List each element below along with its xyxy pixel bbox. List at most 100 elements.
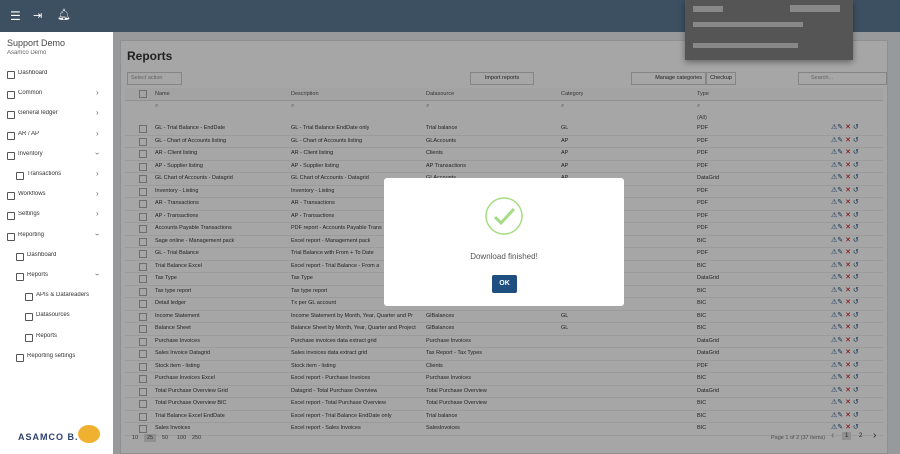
page-size[interactable]: 50	[162, 435, 169, 441]
nav-label[interactable]: Reports	[27, 272, 49, 278]
row-checkbox[interactable]	[139, 212, 147, 221]
nav-item[interactable]: APIs & Datareaders	[0, 290, 113, 304]
nav-label[interactable]: Transactions	[27, 171, 62, 177]
nav-label[interactable]: Inventory	[18, 150, 43, 157]
row-actions[interactable]: ⚠✎ ✕ ↺	[831, 399, 859, 406]
row-actions[interactable]: ⚠✎ ✕ ↺	[831, 124, 859, 131]
page-size[interactable]: 10	[132, 435, 139, 441]
row-checkbox[interactable]	[139, 375, 147, 383]
row-checkbox[interactable]	[139, 400, 147, 408]
row-actions[interactable]: ⚠✎ ✕ ↺	[831, 299, 859, 306]
row-actions[interactable]: ⚠✎ ✕ ↺	[831, 411, 859, 419]
row-actions[interactable]: ⚠✎ ✕ ↺	[831, 336, 859, 344]
row-checkbox[interactable]	[139, 300, 147, 308]
row-checkbox[interactable]	[139, 125, 147, 133]
row-actions[interactable]: ⚠✎ ✕ ↺	[831, 261, 859, 269]
row-checkbox[interactable]	[139, 187, 147, 196]
nav-item[interactable]: Reporting settings	[0, 351, 113, 365]
nav-item[interactable]: Dashboard	[0, 68, 113, 82]
row-actions[interactable]: ⚠✎ ✕ ↺	[831, 349, 859, 356]
nav-item[interactable]: General ledger ›	[0, 108, 113, 122]
row-actions[interactable]: ⚠✎ ✕ ↺	[831, 136, 859, 144]
row-actions[interactable]: ⚠✎ ✕ ↺	[831, 186, 859, 194]
row-checkbox[interactable]	[139, 275, 147, 283]
nav-label[interactable]: APIs & Datareaders	[36, 292, 90, 299]
nav-label[interactable]: Dashboard	[18, 70, 48, 76]
page-size[interactable]: 100	[177, 435, 187, 441]
row-actions[interactable]: ⚠✎ ✕ ↺	[831, 311, 859, 319]
row-checkbox[interactable]	[139, 287, 147, 296]
nav-label[interactable]: Common	[18, 90, 43, 97]
logout-icon[interactable]: ⇥	[33, 10, 43, 22]
row-checkbox[interactable]	[139, 162, 147, 171]
row-checkbox[interactable]	[139, 337, 147, 346]
row-checkbox[interactable]	[139, 362, 147, 371]
row-actions[interactable]: ⚠✎ ✕ ↺	[831, 324, 859, 331]
row-actions[interactable]: ⚠✎ ✕ ↺	[831, 174, 859, 181]
page-size[interactable]: 25	[144, 434, 157, 442]
row-checkbox[interactable]	[139, 312, 147, 321]
nav-label[interactable]: Reporting	[18, 231, 45, 238]
row-actions[interactable]: ⚠✎ ✕ ↺	[831, 361, 859, 369]
manage-categories[interactable]: Manage categories	[631, 72, 706, 85]
menu-icon[interactable]: ☰	[10, 9, 21, 23]
bell-icon[interactable]: 🔔︎	[57, 9, 71, 21]
nav-item[interactable]: AR / AP ›	[0, 129, 113, 143]
page-size[interactable]: 250	[192, 435, 202, 441]
select-action[interactable]: Select action	[127, 72, 182, 85]
row-actions[interactable]: ⚠✎ ✕ ↺	[831, 161, 859, 169]
checkup[interactable]: Checkup	[706, 72, 736, 85]
row-checkbox[interactable]	[139, 387, 147, 396]
column-header[interactable]: Name	[155, 91, 170, 97]
nav-item[interactable]: Dashboard	[0, 250, 113, 264]
nav-label[interactable]: Reporting settings	[27, 352, 76, 359]
row-actions[interactable]: ⚠✎ ✕ ↺	[831, 199, 859, 206]
nav-label[interactable]: Settings	[18, 211, 40, 218]
row-actions[interactable]: ⚠✎ ✕ ↺	[831, 374, 859, 381]
row-checkbox[interactable]	[139, 425, 147, 433]
next-page[interactable]: ›	[873, 430, 877, 441]
nav-item[interactable]: Reports	[0, 331, 113, 345]
row-checkbox[interactable]	[139, 237, 147, 246]
row-checkbox[interactable]	[139, 350, 147, 358]
nav-label[interactable]: General ledger	[18, 110, 58, 117]
row-checkbox[interactable]	[139, 412, 147, 421]
row-actions[interactable]: ⚠✎ ✕ ↺	[831, 236, 859, 244]
row-actions[interactable]: ⚠✎ ✕ ↺	[831, 424, 859, 431]
row-actions[interactable]: ⚠✎ ✕ ↺	[831, 224, 859, 231]
row-checkbox[interactable]	[139, 137, 147, 146]
column-header[interactable]: Datasource	[426, 91, 455, 97]
nav-label[interactable]: Datasources	[36, 312, 70, 319]
nav-item[interactable]: Datasources	[0, 310, 113, 324]
row-actions[interactable]: ⚠✎ ✕ ↺	[831, 274, 859, 281]
row-actions[interactable]: ⚠✎ ✕ ↺	[831, 286, 859, 294]
ok-button[interactable]: OK	[492, 275, 517, 293]
nav-label[interactable]: AR / AP	[18, 130, 40, 137]
page-number[interactable]: 2	[859, 433, 863, 439]
row-checkbox[interactable]	[139, 150, 147, 158]
header-checkbox[interactable]	[139, 90, 147, 98]
nav-item[interactable]: Workflows ›	[0, 189, 113, 203]
import-button[interactable]: Import reports	[470, 72, 534, 85]
nav-item[interactable]: Transactions ›	[0, 169, 113, 183]
nav-item[interactable]: Reporting ›	[0, 230, 113, 244]
row-checkbox[interactable]	[139, 175, 147, 183]
row-checkbox[interactable]	[139, 225, 147, 233]
nav-item[interactable]: Common ›	[0, 88, 113, 102]
nav-item[interactable]: Reports ›	[0, 270, 113, 284]
row-actions[interactable]: ⚠✎ ✕ ↺	[831, 249, 859, 256]
search[interactable]: Search...	[798, 72, 887, 85]
column-header[interactable]: Type	[697, 91, 709, 97]
column-header[interactable]: Description	[291, 91, 319, 97]
row-checkbox[interactable]	[139, 200, 147, 208]
row-checkbox[interactable]	[139, 325, 147, 333]
prev-page[interactable]: ‹	[831, 430, 835, 441]
nav-label[interactable]: Dashboard	[27, 251, 57, 258]
row-checkbox[interactable]	[139, 262, 147, 271]
page-number[interactable]: 1	[842, 432, 852, 440]
nav-item[interactable]: Settings ›	[0, 209, 113, 223]
nav-label[interactable]: Workflows	[18, 191, 46, 198]
row-checkbox[interactable]	[139, 250, 147, 258]
nav-label[interactable]: Reports	[36, 332, 58, 339]
row-actions[interactable]: ⚠✎ ✕ ↺	[831, 211, 859, 219]
